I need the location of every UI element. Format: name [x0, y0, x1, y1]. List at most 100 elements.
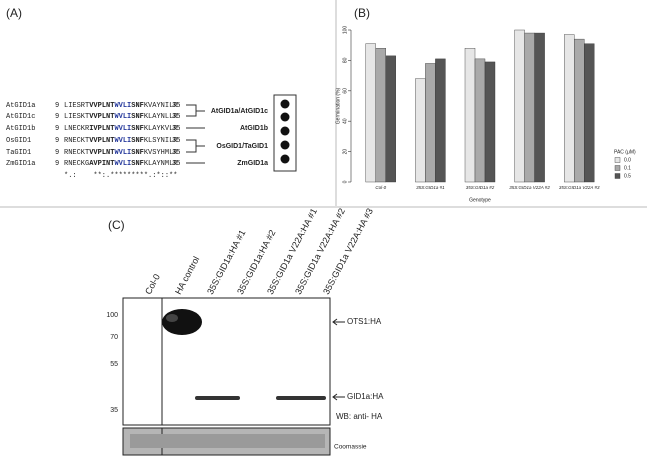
lane-label: 35S:GID1a V22A:HA #1	[265, 207, 319, 297]
x-tick-label: 35S:GID1a #1	[416, 185, 445, 190]
sequence-segment: WVLI	[114, 113, 131, 121]
lane-label: HA control	[173, 255, 201, 296]
end-position: 35	[172, 113, 180, 121]
bar	[584, 43, 595, 183]
x-tick-label: 35S:GID1a V22A #2	[509, 185, 550, 190]
legend-swatch	[614, 173, 621, 179]
group-label: AtGID1b	[240, 125, 268, 132]
legend-swatch	[614, 157, 621, 163]
sequence-segment: SNF	[131, 149, 144, 157]
x-tick-label: Col-0	[375, 185, 386, 190]
bar	[534, 32, 545, 183]
antibody-label: WB: anti- HA	[336, 412, 383, 421]
start-position: 9	[55, 137, 59, 145]
sequence-segment: AVPINT	[89, 160, 114, 168]
band-arrow	[332, 393, 345, 401]
band-gid1a	[276, 396, 326, 400]
bar	[484, 61, 496, 183]
band-label: GID1a:HA	[347, 392, 384, 401]
bar	[524, 32, 535, 183]
band-label: OTS1:HA	[347, 317, 382, 326]
y-tick-label: 60	[342, 88, 348, 94]
sequence-segment: KLAYNMLR	[144, 160, 178, 168]
x-axis-label: Genotype	[469, 197, 491, 203]
sequence-name: ZmGID1a	[6, 160, 35, 168]
sequence-segment: KVAYNILR	[144, 102, 178, 110]
sequence-name: AtGID1a	[6, 102, 35, 110]
bar	[514, 29, 525, 183]
sequence-segment: SNF	[131, 113, 144, 121]
sequence-name: AtGID1c	[6, 113, 35, 121]
mw-marker: 35	[110, 407, 118, 414]
bar	[574, 38, 585, 183]
panel-label: (C)	[108, 218, 125, 232]
start-position: 9	[55, 102, 59, 110]
end-position: 35	[172, 137, 180, 145]
legend-swatch	[614, 165, 621, 171]
blot-frame	[122, 297, 331, 426]
sequence-segment: VVPLNT	[89, 102, 114, 110]
y-tick-label: 100	[342, 26, 348, 35]
band-arrow	[332, 318, 345, 326]
band-gid1a	[195, 396, 240, 400]
bar	[415, 78, 426, 183]
sequence-segment: SNF	[131, 102, 144, 110]
dot-box	[273, 94, 297, 172]
sequence-segment: RNECKG	[64, 160, 89, 168]
sequence-segment: KLAYNLLR	[144, 113, 178, 121]
mw-marker: 70	[110, 334, 118, 341]
sequence-segment: WVLI	[114, 137, 131, 145]
bar	[385, 55, 396, 183]
sequence-segment: RNECKT	[64, 137, 89, 145]
sequence-segment: IVPLNT	[89, 125, 114, 133]
sequence: RNECKGAVPINTWVLISNFKLAYNMLR	[64, 160, 178, 168]
sequence: LIESKTVVPLNTWVLISNFKLAYNLLR	[64, 113, 178, 121]
y-tick-label: 40	[342, 118, 348, 124]
sequence: LNECKRIVPLNTWVLISNFKLAYKVLR	[64, 125, 178, 133]
sequence-segment: WVLI	[114, 160, 131, 168]
bar	[375, 48, 386, 183]
lane-label: 35S:GID1a V22A:HA #3	[321, 207, 375, 297]
sequence-segment: KLAYKVLR	[144, 125, 178, 133]
bar	[464, 48, 476, 183]
bar	[564, 34, 575, 183]
y-tick-label: 0	[342, 180, 348, 183]
start-position: 9	[55, 160, 59, 168]
bar	[365, 43, 376, 183]
sequence-name: TaGID1	[6, 149, 31, 157]
start-position: 9	[55, 125, 59, 133]
sequence-segment: RNECKT	[64, 149, 89, 157]
legend-title: PAC (μM)	[614, 149, 636, 155]
sequence-segment: VVPLNT	[89, 149, 114, 157]
bar	[435, 58, 446, 183]
sequence-segment: LIESRT	[64, 102, 89, 110]
group-label: ZmGID1a	[237, 160, 268, 167]
sequence-segment: LIESKT	[64, 113, 89, 121]
panel-label: (B)	[354, 6, 370, 20]
sequence-segment: SNF	[131, 125, 144, 133]
brackets	[186, 104, 205, 164]
sequence-segment: VVPLNT	[89, 137, 114, 145]
end-position: 35	[172, 125, 180, 133]
sequence-segment: SNF	[131, 137, 144, 145]
consensus: *.: **:.*********.:*::**	[64, 172, 177, 180]
y-tick-label: 20	[342, 149, 348, 155]
sequence: RNECKTVVPLNTWVLISNFKLSYNILR	[64, 137, 178, 145]
sequence-segment: SNF	[131, 160, 144, 168]
band-ots1	[162, 309, 202, 335]
y-axis-label: Germination (%)	[335, 87, 341, 124]
dots	[280, 99, 290, 164]
bar	[474, 58, 486, 183]
band-ots1-highlight	[166, 314, 178, 322]
end-position: 35	[172, 102, 180, 110]
sequence-segment: WVLI	[114, 102, 131, 110]
lane-label: Col-0	[143, 272, 162, 296]
mw-marker: 55	[110, 361, 118, 368]
start-position: 9	[55, 149, 59, 157]
legend-label: 0.1	[624, 165, 631, 171]
bar	[425, 63, 436, 183]
sequence-segment: VVPLNT	[89, 113, 114, 121]
mw-marker: 100	[106, 312, 118, 319]
x-tick-label: 35S:GID1a #2	[466, 185, 495, 190]
